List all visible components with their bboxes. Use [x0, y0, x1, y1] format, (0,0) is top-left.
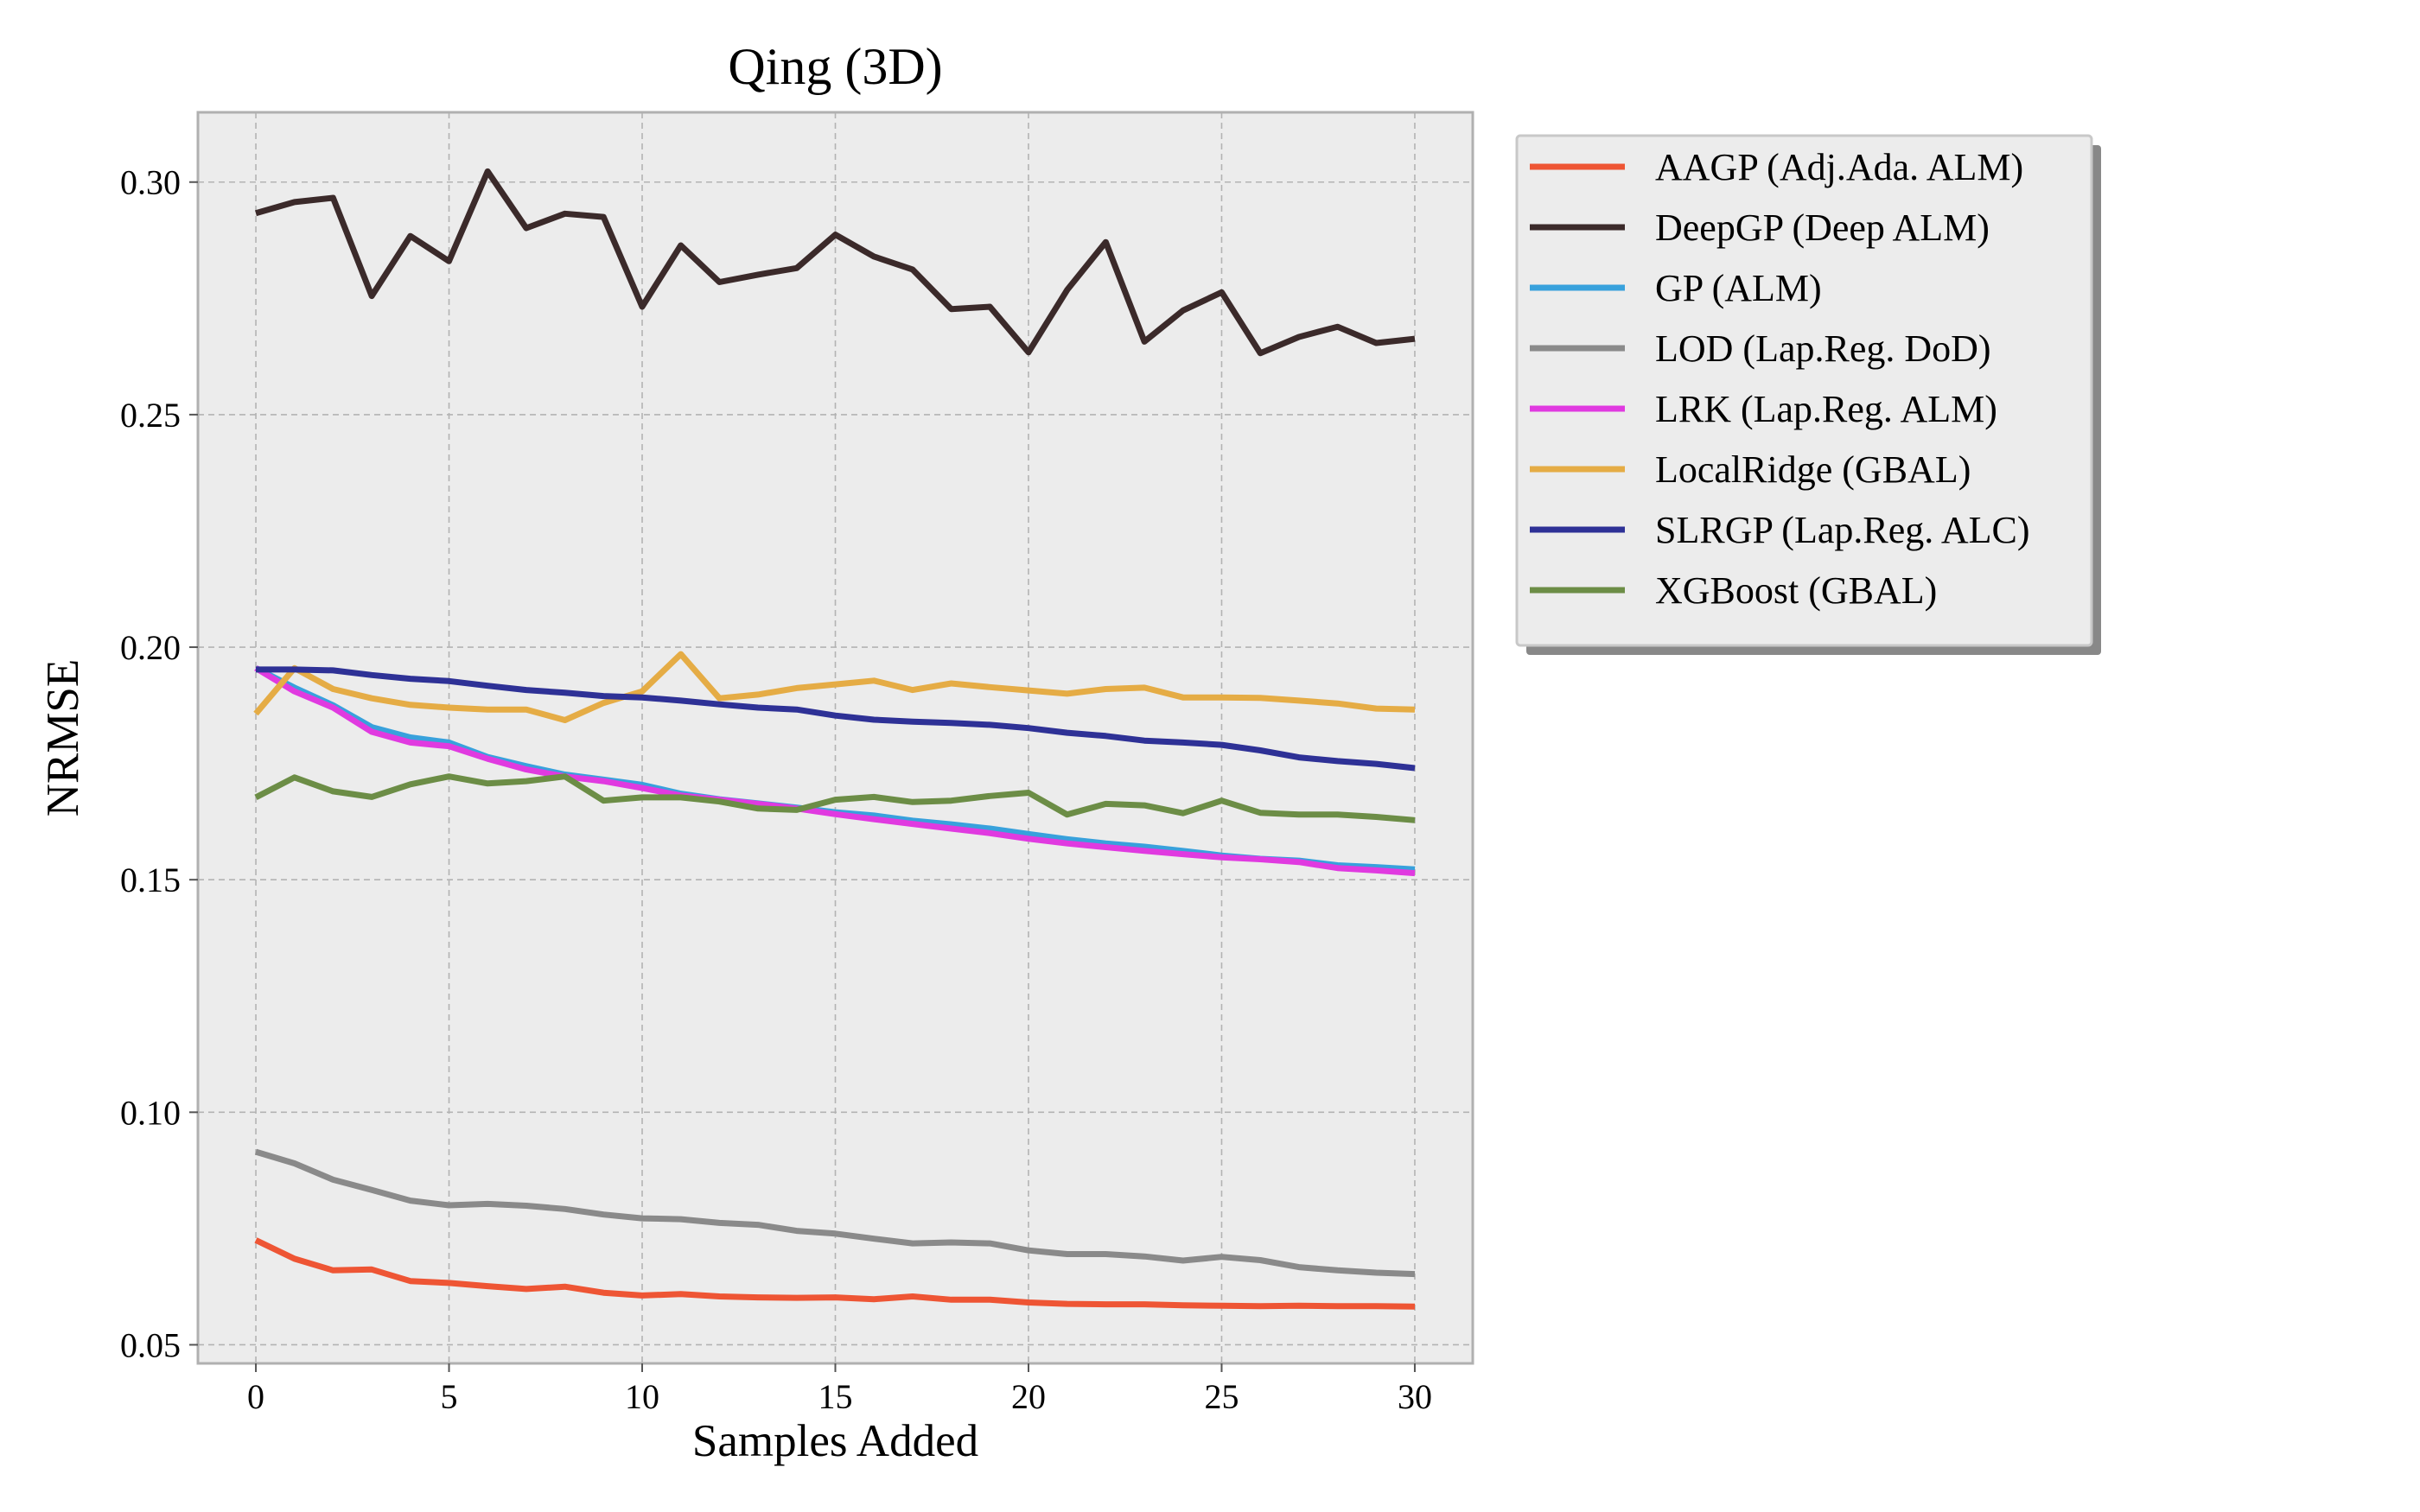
y-tick-label: 0.05 [120, 1325, 181, 1364]
series-line-4 [254, 665, 1416, 877]
y-tick-label: 0.20 [120, 628, 181, 667]
plot-area: 0 5 10 15 20 25 30 0.05 0.10 0.15 0.20 0.25 0.30 Qing… [38, 38, 1474, 1466]
legend-label-1: DeepGP (Deep ALM) [1655, 206, 1990, 249]
x-tick-label: 20 [1011, 1377, 1046, 1416]
series-line-3 [254, 1148, 1416, 1278]
legend-label-5: LocalRidge (GBAL) [1655, 448, 1971, 491]
series-line-1 [255, 168, 1416, 357]
y-tick-label: 0.30 [120, 163, 181, 202]
x-tick-label: 10 [625, 1377, 659, 1416]
series-line-0 [254, 1237, 1416, 1310]
legend-label-2: GP (ALM) [1655, 267, 1822, 309]
y-tick-label: 0.25 [120, 396, 181, 435]
legend-label-3: LOD (Lap.Reg. DoD) [1655, 327, 1991, 370]
y-tick-label: 0.10 [120, 1093, 181, 1132]
y-axis-title: NRMSE [38, 659, 88, 817]
series-line-6 [256, 666, 1416, 772]
x-tick-label: 15 [818, 1377, 853, 1416]
x-axis-title: Samples Added [692, 1416, 978, 1466]
legend: AAGP (Adj.Ada. ALM) DeepGP (Deep ALM) GP (… [1515, 134, 2101, 655]
x-tick-label: 0 [247, 1377, 264, 1416]
legend-label-0: AAGP (Adj.Ada. ALM) [1655, 146, 2023, 188]
x-tick-label: 30 [1398, 1377, 1432, 1416]
legend-label-4: LRK (Lap.Reg. ALM) [1655, 388, 1997, 430]
x-tick-label: 5 [441, 1377, 458, 1416]
y-tick-label: 0.15 [120, 861, 181, 899]
legend-box [1515, 134, 2093, 647]
chart-title: Qing (3D) [728, 38, 942, 95]
series-line-7 [254, 773, 1416, 823]
series-line-5 [253, 651, 1416, 723]
legend-label-6: SLRGP (Lap.Reg. ALC) [1655, 509, 2029, 551]
legend-label-7: XGBoost (GBAL) [1655, 569, 1937, 612]
x-tick-label: 25 [1204, 1377, 1239, 1416]
